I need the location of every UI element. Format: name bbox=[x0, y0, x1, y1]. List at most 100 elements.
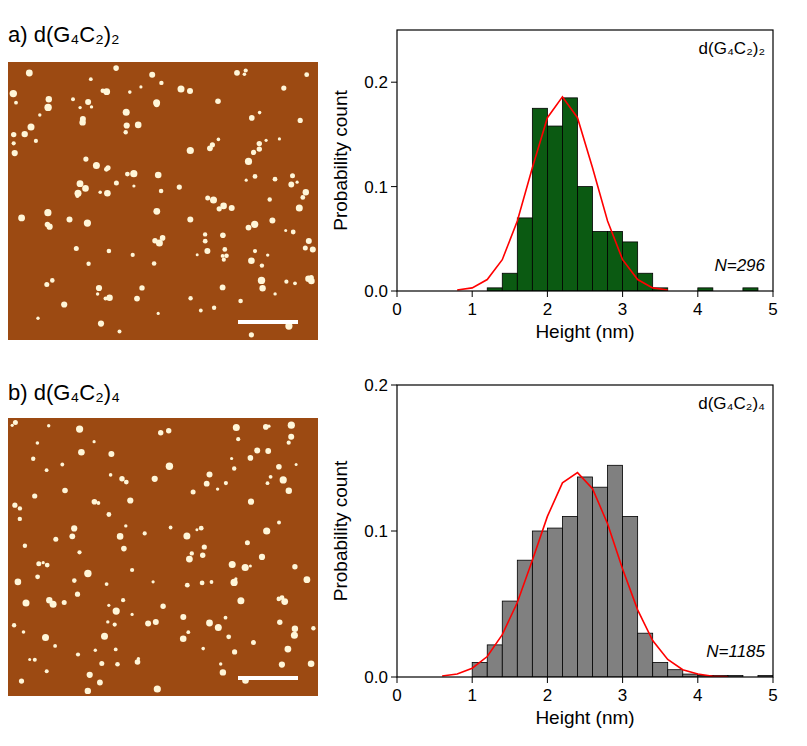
afm-particle bbox=[77, 550, 81, 554]
afm-particle bbox=[169, 526, 173, 530]
afm-particle bbox=[76, 652, 80, 656]
y-tick-label: 0.0 bbox=[364, 668, 388, 687]
afm-particle bbox=[45, 669, 49, 673]
afm-particle bbox=[303, 246, 308, 251]
afm-particle bbox=[185, 583, 190, 588]
afm-particle bbox=[85, 99, 91, 105]
afm-particle bbox=[251, 150, 256, 155]
afm-particle bbox=[242, 564, 249, 571]
afm-particle bbox=[190, 551, 194, 555]
afm-particle bbox=[236, 437, 240, 441]
afm-particle bbox=[166, 428, 171, 433]
histogram-bar bbox=[638, 633, 653, 677]
afm-particle bbox=[200, 581, 205, 586]
afm-particle bbox=[251, 640, 256, 645]
histogram-bar bbox=[562, 516, 577, 677]
afm-particle bbox=[201, 647, 205, 651]
scale-bar bbox=[238, 676, 298, 680]
x-tick-label: 4 bbox=[693, 686, 702, 705]
histogram-bar bbox=[577, 477, 592, 677]
afm-particle bbox=[215, 98, 221, 104]
plot-area bbox=[442, 465, 773, 677]
afm-particle bbox=[139, 285, 144, 290]
x-tick-label: 3 bbox=[618, 686, 627, 705]
afm-particle bbox=[153, 619, 159, 625]
afm-particle bbox=[166, 463, 173, 470]
afm-particle bbox=[22, 630, 26, 634]
y-axis-title: Probability count bbox=[330, 90, 351, 231]
afm-particle bbox=[53, 537, 58, 542]
afm-particle bbox=[22, 131, 28, 137]
afm-particle bbox=[62, 488, 68, 494]
afm-particle bbox=[187, 217, 193, 223]
histogram-bar bbox=[472, 662, 487, 677]
afm-particle bbox=[113, 608, 120, 615]
afm-particle bbox=[186, 556, 193, 563]
afm-particle bbox=[248, 257, 255, 264]
afm-particle bbox=[50, 601, 57, 608]
afm-particle bbox=[96, 285, 102, 291]
afm-particle bbox=[290, 173, 295, 178]
afm-particle bbox=[18, 506, 22, 510]
histogram-bar bbox=[638, 273, 653, 291]
afm-particle bbox=[199, 526, 204, 531]
scale-bar bbox=[238, 320, 298, 324]
afm-particle bbox=[69, 533, 75, 539]
afm-particle bbox=[253, 174, 258, 179]
histogram-bar bbox=[547, 126, 562, 291]
afm-particle bbox=[245, 540, 250, 545]
afm-particle bbox=[203, 232, 207, 236]
afm-particle bbox=[253, 249, 257, 253]
afm-particle bbox=[108, 451, 114, 457]
afm-particle bbox=[97, 501, 101, 505]
afm-particle bbox=[206, 620, 213, 627]
y-tick-label: 0.2 bbox=[364, 376, 388, 395]
afm-particle bbox=[109, 473, 113, 477]
histogram-bar bbox=[577, 187, 592, 291]
panel-title: a) d(G₄C₂)₂ bbox=[8, 22, 120, 47]
afm-particle bbox=[149, 72, 155, 78]
x-tick-label: 2 bbox=[543, 300, 552, 319]
afm-particle bbox=[207, 471, 213, 477]
afm-particle bbox=[139, 85, 142, 88]
histogram-bar bbox=[623, 242, 638, 291]
afm-particle bbox=[143, 531, 147, 535]
afm-particle bbox=[13, 420, 18, 425]
afm-particle bbox=[42, 561, 45, 564]
annotation: d(G₄C₂)₄ bbox=[698, 394, 765, 413]
afm-particle bbox=[222, 247, 227, 252]
afm-particle bbox=[180, 614, 186, 620]
afm-particle bbox=[248, 499, 254, 505]
afm-particle bbox=[292, 626, 298, 632]
afm-particle bbox=[97, 680, 103, 686]
afm-particle bbox=[61, 301, 67, 307]
afm-particle bbox=[300, 195, 305, 200]
afm-particle bbox=[200, 553, 205, 558]
afm-particle bbox=[42, 634, 49, 641]
afm-particle bbox=[157, 312, 160, 315]
afm-particle bbox=[183, 533, 190, 540]
x-tick-label: 5 bbox=[768, 300, 777, 319]
afm-particle bbox=[44, 282, 49, 287]
afm-particle bbox=[284, 280, 288, 284]
afm-particle bbox=[311, 626, 315, 630]
afm-particle bbox=[284, 229, 287, 232]
afm-particle bbox=[258, 111, 262, 115]
afm-particle bbox=[98, 321, 104, 327]
afm-particle bbox=[11, 132, 16, 137]
afm-particle bbox=[15, 579, 22, 586]
afm-particle bbox=[277, 620, 282, 625]
afm-particle bbox=[36, 441, 40, 445]
afm-particle bbox=[292, 564, 297, 569]
afm-particle bbox=[232, 649, 237, 654]
afm-particle bbox=[221, 254, 225, 258]
afm-particle bbox=[220, 669, 226, 675]
afm-particle bbox=[84, 220, 91, 227]
afm-particle bbox=[273, 177, 278, 182]
x-axis-title: Height (nm) bbox=[535, 707, 634, 728]
afm-particle bbox=[104, 167, 109, 172]
afm-particle bbox=[34, 139, 38, 143]
x-tick-label: 1 bbox=[467, 686, 476, 705]
histogram-bar bbox=[547, 528, 562, 677]
annotation: d(G₄C₂)₂ bbox=[699, 39, 765, 58]
